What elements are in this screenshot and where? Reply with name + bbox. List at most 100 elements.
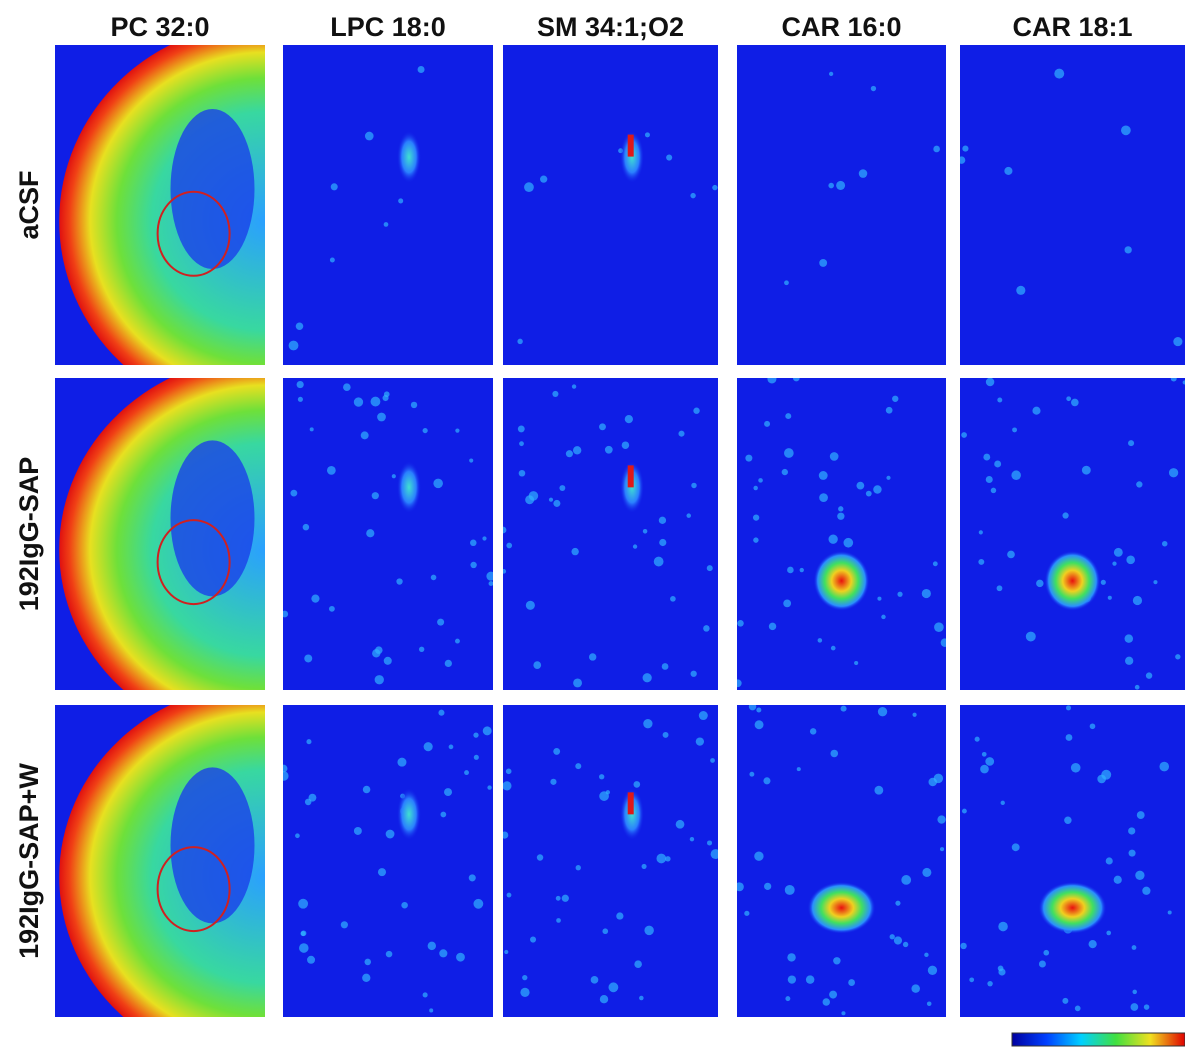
speckle: [423, 428, 428, 433]
speckle: [831, 646, 836, 651]
speckle: [1108, 596, 1112, 600]
speckle: [530, 937, 536, 943]
speckle: [397, 758, 406, 767]
speckle: [924, 953, 928, 957]
speckle: [734, 679, 742, 687]
speckle: [437, 619, 444, 626]
speckle: [295, 833, 300, 838]
speckle: [784, 448, 794, 458]
speckle: [1159, 762, 1169, 772]
speckle: [504, 950, 508, 954]
speckle: [985, 757, 994, 766]
speckle: [1171, 376, 1177, 382]
speckle: [744, 911, 749, 916]
speckle: [431, 575, 437, 581]
speckle: [830, 750, 838, 758]
speckle: [474, 755, 479, 760]
speckle: [418, 66, 425, 73]
speckle: [553, 748, 560, 755]
speckle: [424, 742, 433, 751]
speckle: [937, 815, 945, 823]
speckle: [366, 529, 374, 537]
speckle: [987, 981, 992, 986]
speckle: [433, 479, 443, 489]
speckle: [573, 678, 582, 687]
speckle: [1011, 470, 1021, 480]
ms-image: [500, 378, 718, 690]
speckle: [449, 745, 454, 750]
signal: [397, 131, 421, 183]
speckle: [912, 713, 916, 717]
speckle: [886, 407, 893, 414]
speckle: [297, 381, 304, 388]
speckle: [737, 620, 744, 627]
speckle: [398, 198, 403, 203]
speckle: [934, 622, 944, 632]
speckle: [928, 966, 937, 975]
speckle: [489, 581, 494, 586]
speckle: [980, 765, 989, 774]
speckle: [986, 378, 994, 386]
ms-image: [283, 45, 493, 365]
speckle: [1064, 817, 1071, 824]
speckle: [894, 936, 902, 944]
speckle: [911, 984, 920, 993]
speckle: [1132, 990, 1137, 995]
speckle: [833, 957, 840, 964]
speckle: [372, 649, 380, 657]
speckle: [785, 996, 790, 1001]
speckle: [828, 183, 834, 189]
speckle: [645, 132, 650, 137]
speckle: [556, 918, 561, 923]
speckle: [438, 710, 444, 716]
speckle: [837, 513, 844, 520]
speckle: [470, 562, 476, 568]
speckle: [470, 540, 477, 547]
speckle: [401, 902, 408, 909]
speckle: [482, 536, 486, 540]
speckle: [843, 538, 853, 548]
speckle: [960, 943, 966, 949]
speckle: [895, 901, 900, 906]
speckle: [354, 397, 363, 406]
speckle: [362, 974, 370, 982]
speckle: [1026, 632, 1036, 642]
speckle: [1169, 468, 1178, 477]
ms-image: [503, 45, 718, 365]
speckle: [643, 529, 648, 534]
speckle: [1062, 512, 1068, 518]
speckle: [1001, 801, 1005, 805]
speckle: [455, 639, 460, 644]
speckle: [890, 934, 895, 939]
speckle: [372, 492, 379, 499]
speckle: [1137, 811, 1145, 819]
speckle: [878, 707, 887, 716]
speckle: [1125, 657, 1133, 665]
speckle: [602, 928, 608, 934]
speckle: [783, 600, 791, 608]
speckle: [903, 942, 908, 947]
speckle: [600, 995, 608, 1003]
speckle: [758, 478, 763, 483]
speckle: [608, 982, 618, 992]
speckle: [639, 996, 644, 1001]
speckle: [892, 396, 898, 402]
speckle: [998, 968, 1005, 975]
speckle: [866, 491, 872, 497]
speckle: [520, 988, 529, 997]
speckle: [589, 653, 596, 660]
speckle: [1175, 654, 1180, 659]
speckle: [793, 375, 800, 382]
speckle: [962, 809, 967, 814]
speckle: [375, 675, 384, 684]
speckle: [507, 893, 512, 898]
figure: PC 32:0LPC 18:0SM 34:1;O2CAR 16:0CAR 18:…: [0, 0, 1185, 1048]
speckle: [1146, 672, 1152, 678]
speckle: [641, 864, 646, 869]
speckle: [659, 517, 666, 524]
ms-image: [281, 378, 495, 690]
speckle: [978, 559, 984, 565]
speckle: [991, 488, 997, 494]
speckle: [377, 413, 386, 422]
speckle: [296, 322, 304, 330]
